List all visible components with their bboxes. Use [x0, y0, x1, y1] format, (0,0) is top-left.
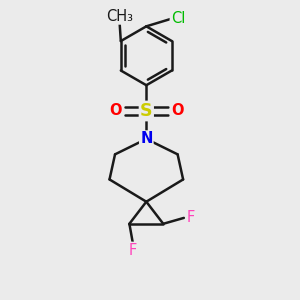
Text: CH₃: CH₃: [106, 8, 133, 23]
Text: Cl: Cl: [171, 11, 185, 26]
Text: O: O: [171, 103, 184, 118]
Text: F: F: [129, 243, 137, 258]
Text: S: S: [140, 102, 153, 120]
Text: O: O: [109, 103, 122, 118]
Text: F: F: [186, 210, 195, 225]
Text: N: N: [140, 131, 152, 146]
